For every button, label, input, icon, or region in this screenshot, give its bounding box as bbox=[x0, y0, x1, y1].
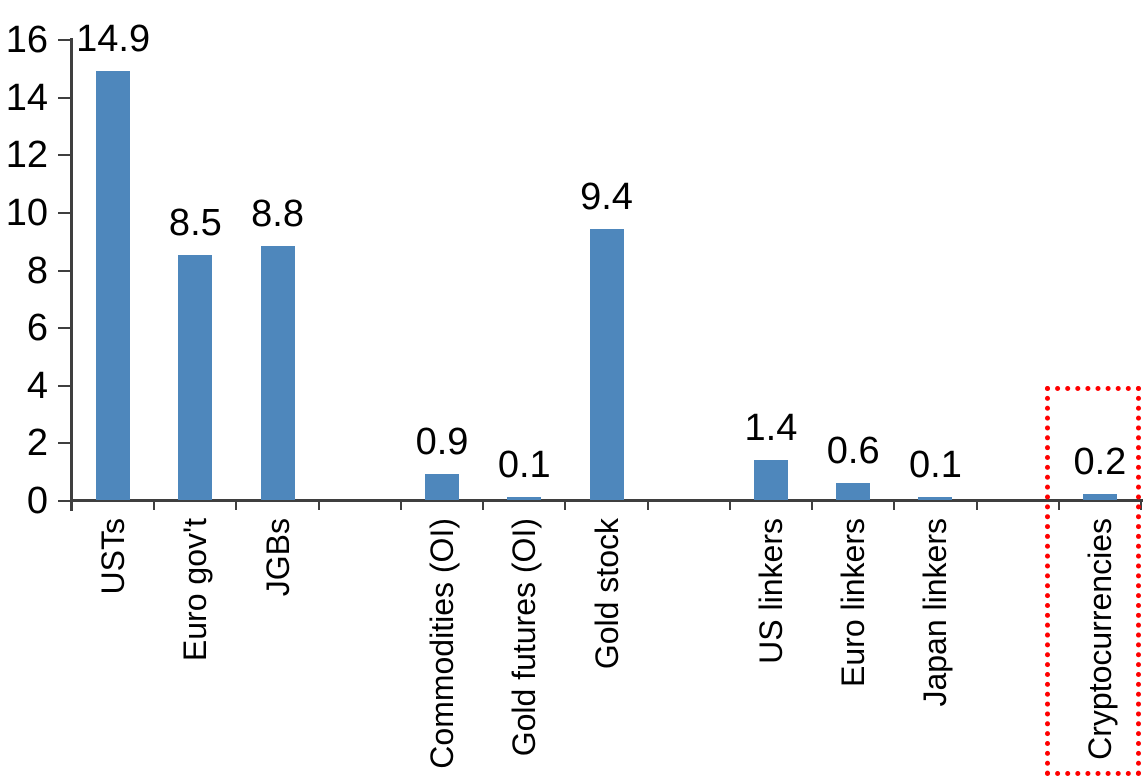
bar-us-linkers bbox=[754, 460, 788, 500]
y-axis-tick bbox=[58, 442, 72, 445]
y-axis-tick bbox=[58, 154, 72, 157]
x-axis-tick bbox=[564, 501, 567, 510]
y-axis-tick-label: 2 bbox=[26, 422, 48, 465]
category-label-euro-gov-t: Euro gov't bbox=[177, 518, 213, 662]
category-label-euro-linkers: Euro linkers bbox=[835, 518, 871, 687]
bar-gold-stock bbox=[590, 229, 624, 500]
y-axis-tick-label: 14 bbox=[5, 76, 48, 119]
x-axis-tick bbox=[317, 501, 320, 510]
y-axis-tick-label: 10 bbox=[5, 191, 48, 234]
x-axis-tick bbox=[975, 501, 978, 510]
y-axis-tick bbox=[58, 39, 72, 41]
bar-japan-linkers bbox=[918, 497, 952, 500]
x-axis-tick bbox=[153, 501, 156, 510]
y-axis-tick-label: 0 bbox=[26, 480, 48, 522]
y-axis-line bbox=[70, 38, 73, 511]
x-axis-tick bbox=[893, 501, 896, 510]
y-axis-tick-label: 16 bbox=[5, 19, 48, 61]
x-axis-tick bbox=[399, 501, 402, 510]
x-axis-tick bbox=[482, 501, 485, 510]
y-axis-tick bbox=[58, 96, 72, 99]
value-label-us-linkers: 1.4 bbox=[744, 407, 798, 449]
x-axis-tick bbox=[646, 501, 649, 510]
bar-euro-gov-t bbox=[178, 255, 212, 500]
category-label-gold-stock: Gold stock bbox=[589, 518, 625, 670]
category-label-gold-futures-oi: Gold futures (OI) bbox=[506, 518, 542, 757]
value-label-commodities-oi: 0.9 bbox=[415, 421, 469, 463]
y-axis-tick bbox=[58, 500, 72, 502]
y-axis-tick-label: 8 bbox=[26, 249, 48, 292]
x-axis-tick bbox=[811, 501, 814, 510]
bar-jgbs bbox=[261, 246, 295, 500]
category-label-us-linkers: US linkers bbox=[753, 518, 789, 664]
x-axis-tick bbox=[1140, 501, 1142, 510]
x-axis-tick bbox=[1057, 501, 1060, 510]
category-label-usts: USTs bbox=[95, 518, 131, 595]
value-label-euro-gov-t: 8.5 bbox=[168, 202, 222, 244]
x-axis-tick bbox=[235, 501, 238, 510]
highlight-rectangle-cryptocurrencies bbox=[1045, 386, 1141, 776]
bar-cryptocurrencies bbox=[1083, 494, 1117, 500]
category-label-commodities-oi: Commodities (OI) bbox=[424, 518, 460, 769]
value-label-usts: 14.9 bbox=[76, 18, 151, 60]
y-axis-tick bbox=[58, 269, 72, 272]
y-axis-tick-label: 12 bbox=[5, 134, 48, 177]
value-label-gold-futures-oi: 0.1 bbox=[497, 444, 551, 486]
value-label-japan-linkers: 0.1 bbox=[909, 444, 962, 486]
value-label-jgbs: 8.8 bbox=[251, 193, 304, 235]
category-label-japan-linkers: Japan linkers bbox=[917, 518, 953, 707]
bar-euro-linkers bbox=[836, 483, 870, 500]
y-axis-tick-label: 4 bbox=[26, 364, 48, 407]
bar-usts bbox=[96, 71, 130, 500]
value-label-gold-stock: 9.4 bbox=[580, 176, 633, 218]
bar-gold-futures-oi bbox=[507, 497, 541, 500]
x-axis-tick bbox=[71, 501, 73, 510]
bar-commodities-oi bbox=[425, 474, 459, 500]
y-axis-tick bbox=[58, 384, 72, 387]
category-label-jgbs: JGBs bbox=[260, 518, 296, 597]
y-axis-tick-label: 6 bbox=[26, 307, 48, 350]
y-axis-tick bbox=[58, 327, 72, 330]
x-axis-tick bbox=[728, 501, 731, 510]
value-label-euro-linkers: 0.6 bbox=[826, 430, 880, 472]
y-axis-tick bbox=[58, 211, 72, 214]
value-label-cryptocurrencies: 0.2 bbox=[1073, 441, 1127, 483]
x-axis-line bbox=[70, 499, 1143, 502]
